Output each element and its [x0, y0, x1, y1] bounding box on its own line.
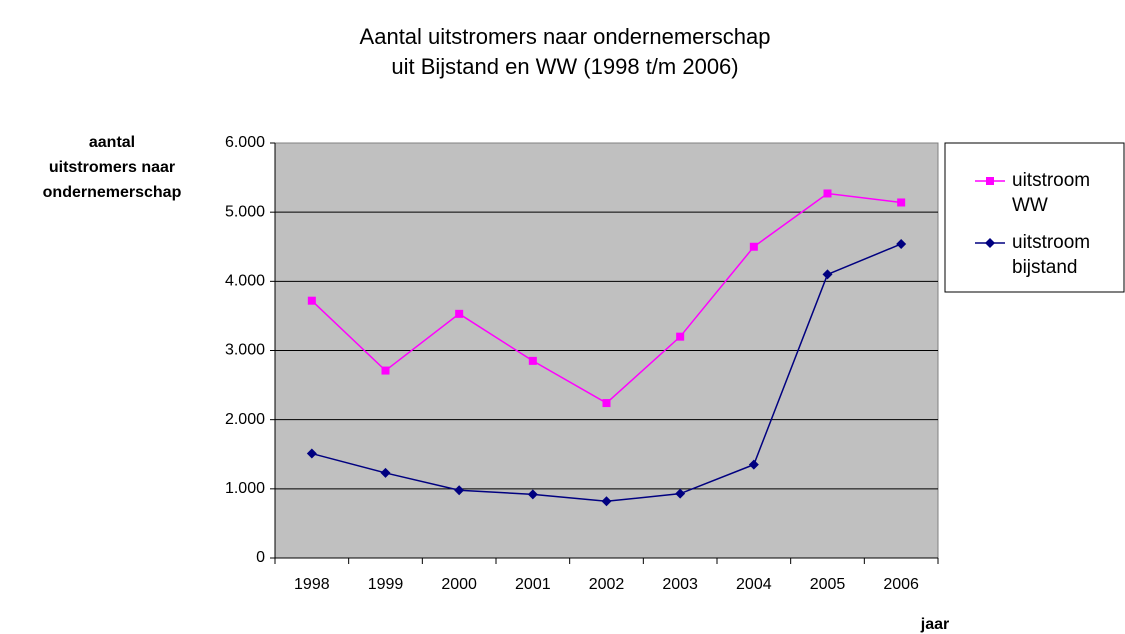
x-tick-label: 2002: [589, 576, 625, 593]
point: [896, 238, 907, 249]
point: [380, 467, 391, 478]
x-tick-label: 2001: [515, 576, 551, 593]
point: [307, 296, 316, 305]
point: [675, 488, 686, 499]
legend-box: [944, 142, 1125, 293]
point: [454, 485, 465, 496]
point: [528, 356, 537, 365]
point: [527, 489, 538, 500]
point: [381, 366, 390, 375]
point: [985, 238, 995, 248]
point: [749, 242, 758, 251]
point: [823, 189, 832, 198]
legend-label: uitstroom WW: [1012, 170, 1090, 216]
x-axis-label: jaar: [920, 616, 949, 633]
y-axis-label: ondernemerschap: [43, 184, 182, 201]
x-tick-label: 2000: [441, 576, 477, 593]
x-tick-label: 2005: [810, 576, 846, 593]
y-tick-label: 2.000: [225, 411, 265, 428]
y-tick-label: 3.000: [225, 342, 265, 359]
y-tick-label: 4.000: [225, 273, 265, 290]
point: [897, 198, 906, 207]
y-tick-label: 5.000: [225, 203, 265, 220]
x-tick-label: 2004: [736, 576, 772, 593]
y-axis-label: uitstromers naar: [49, 159, 175, 176]
y-axis-label: aantal: [89, 134, 135, 151]
x-tick-label: 1999: [368, 576, 404, 593]
point: [601, 496, 612, 507]
point: [822, 269, 833, 280]
y-tick-label: 1.000: [225, 480, 265, 497]
x-tick-label: 2003: [662, 576, 698, 593]
x-tick-label: 1998: [294, 576, 330, 593]
point: [602, 399, 611, 408]
point: [986, 177, 994, 185]
point: [748, 459, 759, 470]
y-tick-label: 6.000: [225, 134, 265, 151]
point: [455, 309, 464, 318]
x-tick-label: 2006: [883, 576, 919, 593]
point: [306, 448, 317, 459]
chart-title: Aantal uitstromers naar ondernemerschap: [360, 24, 771, 49]
y-tick-label: 0: [256, 549, 265, 566]
chart-title: uit Bijstand en WW (1998 t/m 2006): [391, 54, 738, 79]
point: [676, 332, 685, 341]
legend-label: uitstroom bijstand: [1012, 232, 1090, 278]
